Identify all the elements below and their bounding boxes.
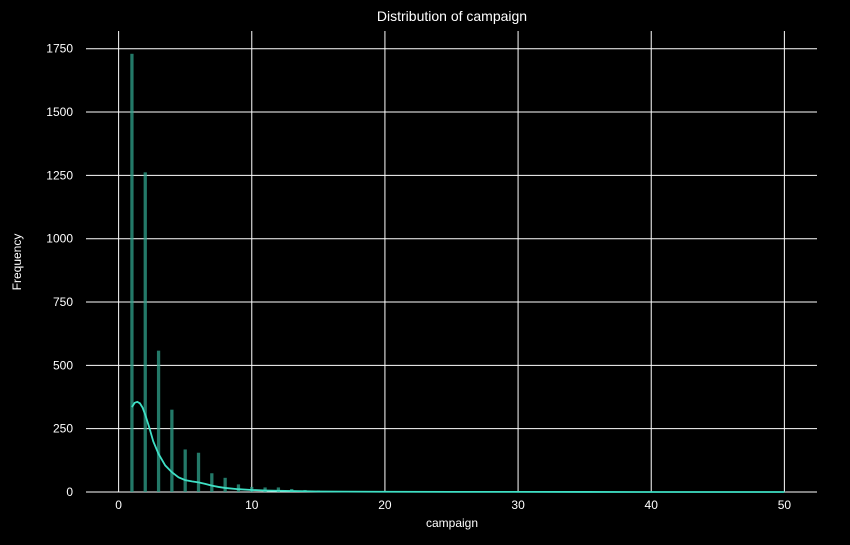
y-tick-label: 1250 — [46, 168, 73, 182]
y-axis-title: Frequency — [10, 234, 24, 291]
y-tick-label: 1000 — [46, 232, 73, 246]
y-tick-label: 1500 — [46, 105, 73, 119]
y-tick-label: 250 — [53, 422, 73, 436]
x-tick-label: 10 — [245, 498, 259, 512]
x-axis-title: campaign — [426, 516, 478, 530]
x-tick-label: 20 — [378, 498, 392, 512]
chart-title: Distribution of campaign — [377, 8, 527, 24]
histogram-bar — [224, 478, 227, 492]
histogram-bar — [157, 351, 160, 492]
y-tick-label: 750 — [53, 295, 73, 309]
histogram-bar — [170, 410, 173, 492]
y-tick-label: 1750 — [46, 42, 73, 56]
y-tick-label: 0 — [66, 485, 73, 499]
histogram-bar — [130, 54, 133, 492]
x-tick-label: 40 — [645, 498, 659, 512]
histogram-bar — [144, 172, 147, 492]
x-tick-label: 30 — [511, 498, 525, 512]
x-tick-label: 0 — [115, 498, 122, 512]
y-tick-label: 500 — [53, 358, 73, 372]
histogram-bar — [197, 453, 200, 492]
x-tick-label: 50 — [778, 498, 792, 512]
histogram-bar — [184, 449, 187, 492]
histogram-bar — [210, 473, 213, 492]
